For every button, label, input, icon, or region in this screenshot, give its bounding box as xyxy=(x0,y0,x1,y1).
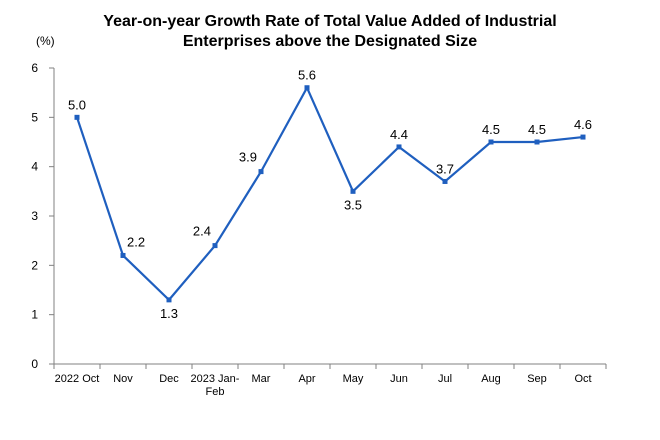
data-point-marker xyxy=(74,114,80,120)
x-tick-label: Sep xyxy=(527,373,547,385)
y-tick-label: 1 xyxy=(31,308,38,322)
y-axis-unit-label: (%) xyxy=(36,34,55,48)
data-point-marker xyxy=(396,144,402,150)
data-label: 3.5 xyxy=(344,197,362,212)
y-tick-label: 5 xyxy=(31,110,38,124)
x-tick-label: 2023 Jan- xyxy=(191,373,240,385)
x-tick-label: Aug xyxy=(481,373,501,385)
x-tick-label: Mar xyxy=(252,373,271,385)
y-tick-label: 0 xyxy=(31,357,38,371)
data-label: 4.4 xyxy=(390,127,408,142)
data-label: 3.7 xyxy=(436,161,454,176)
chart-title-line-1: Year-on-year Growth Rate of Total Value … xyxy=(103,13,557,30)
x-tick-label: Jul xyxy=(438,373,452,385)
y-tick-label: 3 xyxy=(31,209,38,223)
data-label: 4.5 xyxy=(528,122,546,137)
data-label: 1.3 xyxy=(160,306,178,321)
y-tick-label: 4 xyxy=(31,160,38,174)
data-point-marker xyxy=(534,139,540,145)
series-line xyxy=(75,85,584,302)
data-label: 5.0 xyxy=(68,97,86,112)
chart-title: Year-on-year Growth Rate of Total Value … xyxy=(0,12,660,52)
data-point-marker xyxy=(120,252,126,258)
data-point-marker xyxy=(304,85,310,91)
data-label: 3.9 xyxy=(239,150,257,165)
data-point-marker xyxy=(350,188,356,194)
y-tick-label: 6 xyxy=(31,61,38,75)
y-tick-label: 2 xyxy=(31,258,38,272)
x-tick-label: Apr xyxy=(298,373,315,385)
data-label: 4.5 xyxy=(482,122,500,137)
data-label: 2.4 xyxy=(193,224,211,239)
x-tick-label: 2022 Oct xyxy=(55,373,100,385)
data-point-marker xyxy=(580,134,586,140)
x-tick-label: Jun xyxy=(390,373,408,385)
chart-title-line-2: Enterprises above the Designated Size xyxy=(182,33,478,50)
data-label: 4.6 xyxy=(574,117,592,132)
data-point-marker xyxy=(488,139,494,145)
x-tick-label: Feb xyxy=(206,386,225,398)
x-tick-label: May xyxy=(343,373,364,385)
data-point-marker xyxy=(166,297,172,303)
data-point-marker xyxy=(258,169,264,175)
data-label: 5.6 xyxy=(298,68,316,83)
x-tick-label: Oct xyxy=(574,373,591,385)
x-tick-label: Nov xyxy=(113,373,133,385)
x-tick-label: Dec xyxy=(159,373,179,385)
data-label: 2.2 xyxy=(127,234,145,249)
data-point-marker xyxy=(442,178,448,184)
data-point-marker xyxy=(212,243,218,249)
